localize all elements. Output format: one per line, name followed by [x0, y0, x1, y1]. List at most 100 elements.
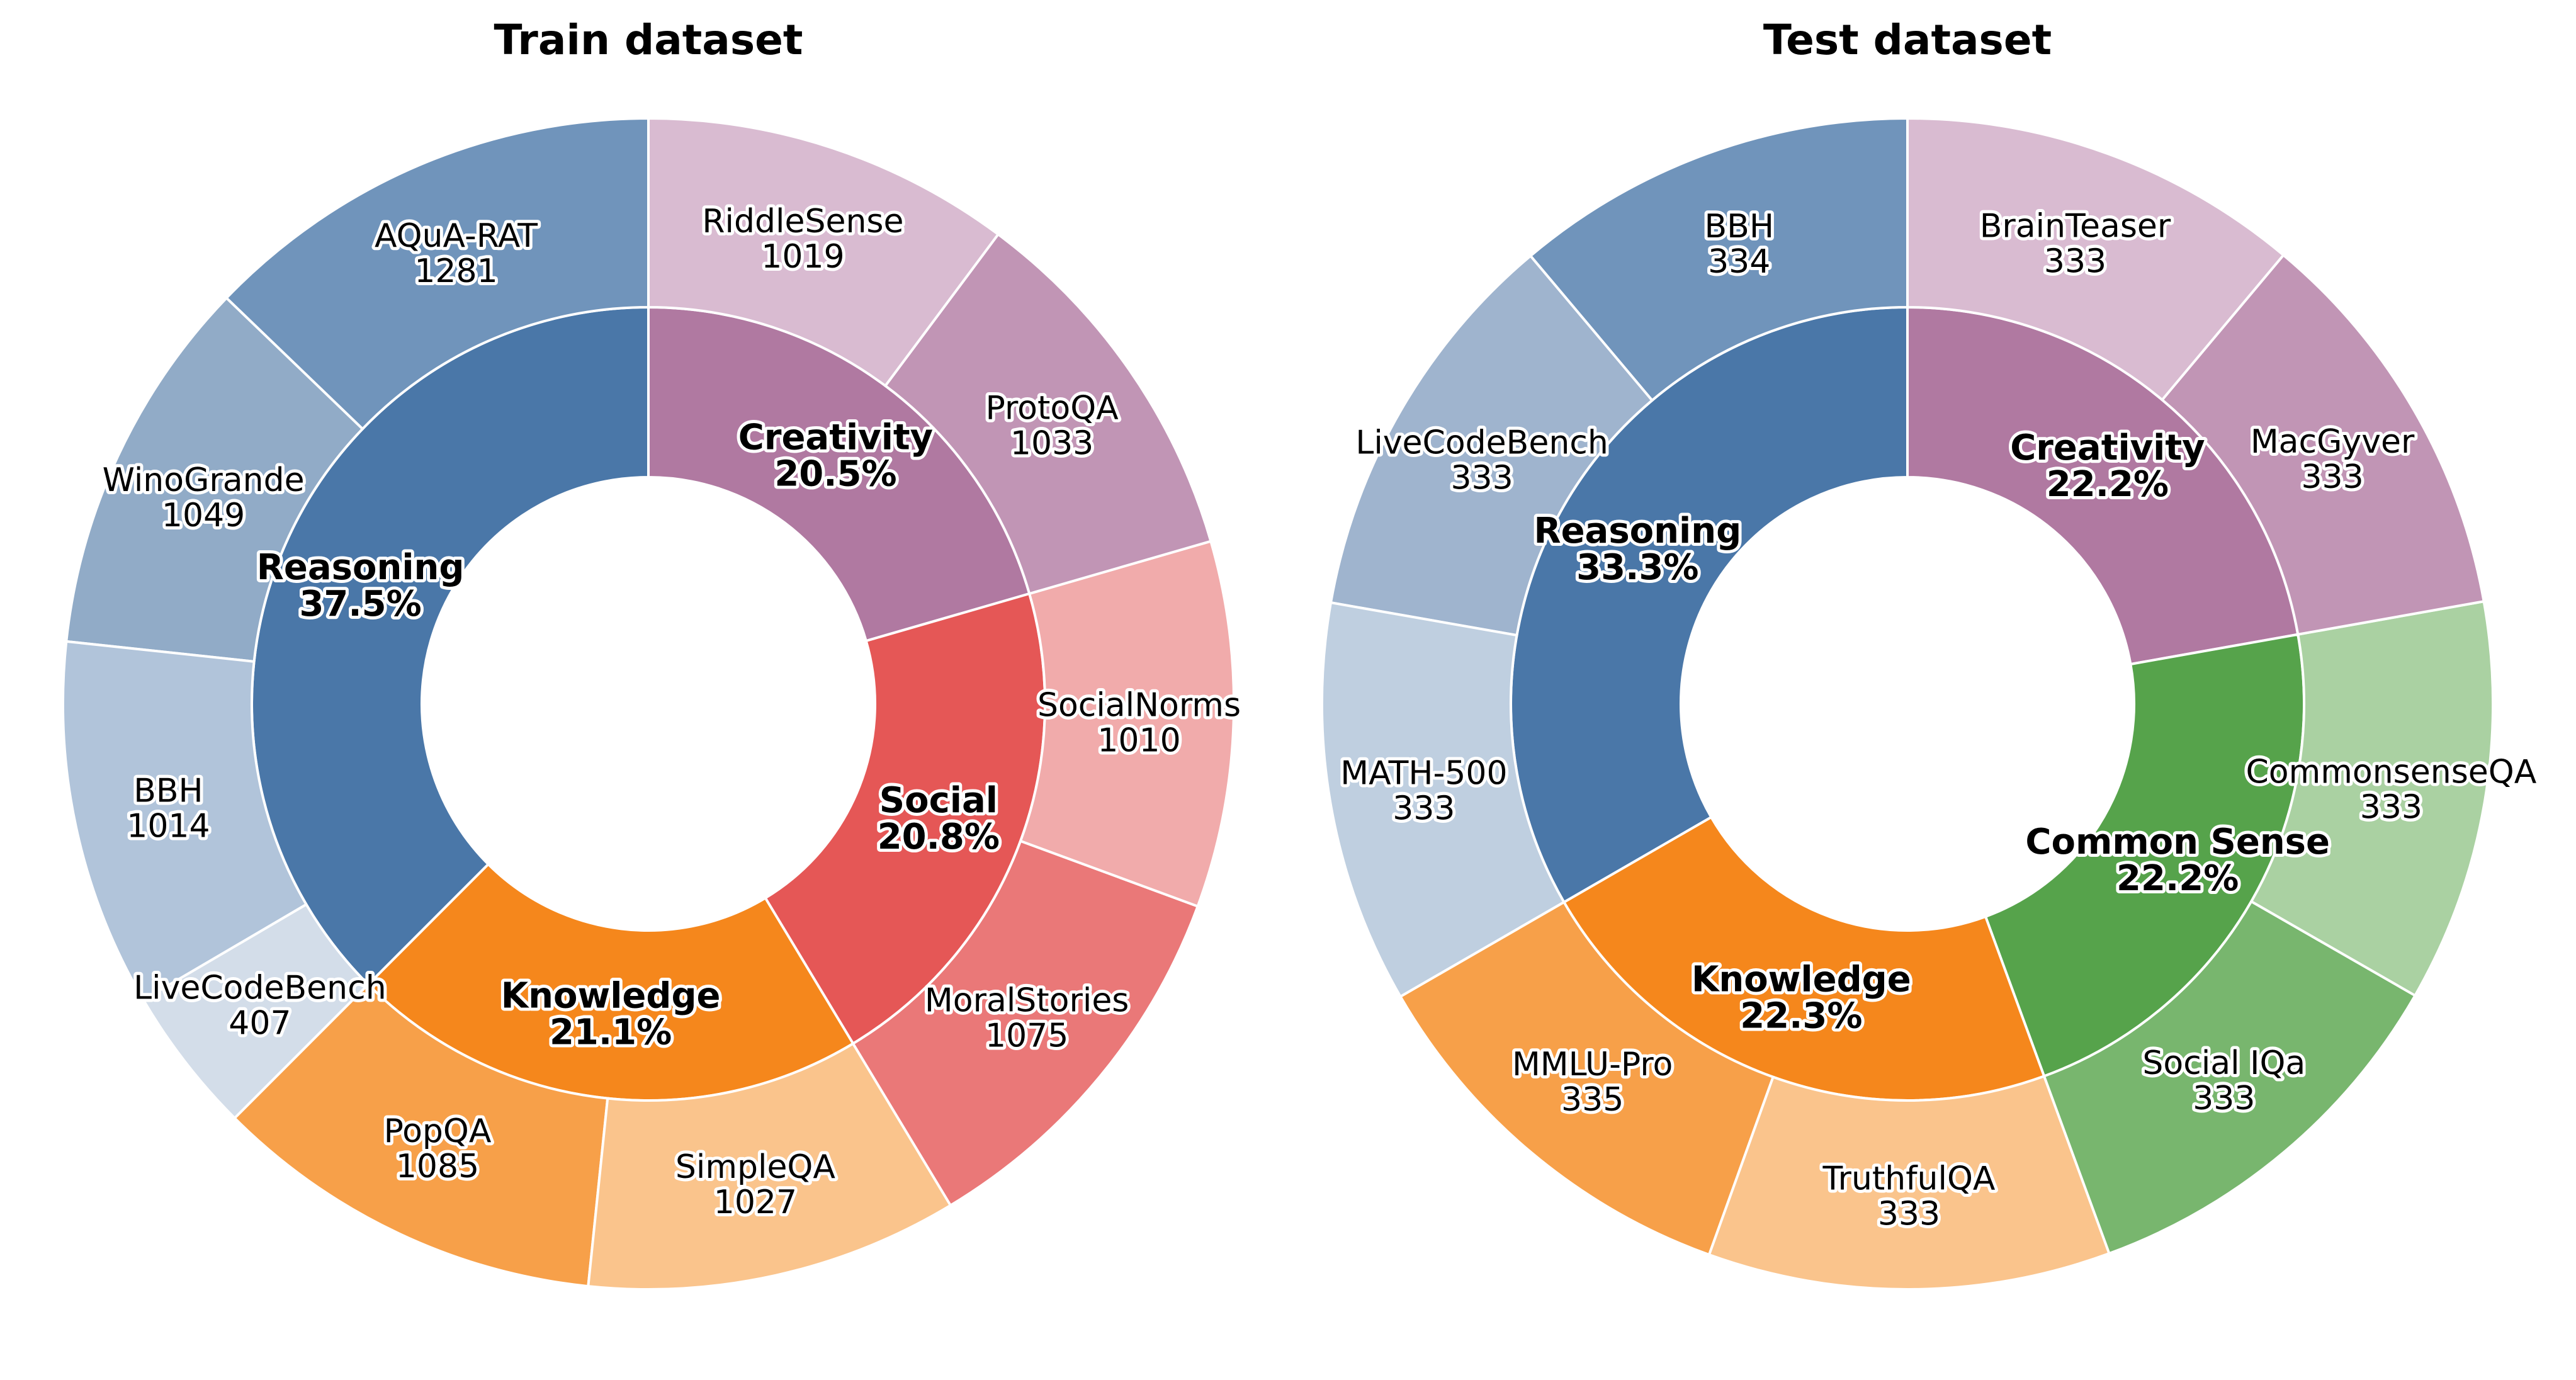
inner-label-reasoning: Reasoning 37.5% [257, 547, 465, 625]
outer-slice-mmlu-pro [1398, 900, 1775, 1257]
donut-rings [1321, 116, 2494, 1291]
outer-label-social-iqa: Social IQa 333 [2142, 1044, 2305, 1117]
outer-slice-popqa [232, 982, 609, 1288]
inner-label-knowledge-line-2: 21.1% [550, 1012, 672, 1053]
outer-slice-livecodebench [141, 902, 370, 1120]
outer-label-protoqa-line-2: 1033 [1010, 424, 1093, 462]
outer-label-socialnorms: SocialNorms 1010 [1037, 687, 1241, 760]
inner-label-creativity-line-2: 22.2% [2047, 464, 2169, 505]
outer-label-truthfulqa-line-2: 333 [1878, 1196, 1940, 1233]
outer-slice-macgyver [2160, 253, 2485, 636]
outer-label-macgyver: MacGyver 333 [2251, 423, 2415, 496]
outer-slice-bbh [61, 640, 308, 1002]
inner-label-social: Social 20.8% [878, 780, 1000, 857]
inner-label-creativity-line-1: Creativity [2010, 427, 2205, 468]
outer-label-moralstories-line-1: MoralStories [925, 982, 1129, 1020]
inner-label-knowledge: Knowledge 21.1% [501, 976, 721, 1053]
inner-label-reasoning-line-2: 33.3% [1576, 547, 1698, 588]
outer-label-mmlu-pro-line-1: MMLU-Pro [1512, 1046, 1673, 1083]
inner-label-social-line-2: 20.8% [878, 817, 1000, 857]
outer-label-livecodebench-line-2: 333 [1450, 459, 1513, 497]
outer-label-aqua-rat-line-1: AQuA-RAT [375, 217, 538, 255]
outer-label-truthfulqa: TruthfulQA 333 [1822, 1160, 1995, 1233]
outer-label-riddlesense-line-1: RiddleSense [702, 203, 903, 240]
outer-label-livecodebench: LiveCodeBench 333 [1355, 424, 1608, 497]
outer-label-protoqa-line-1: ProtoQA [986, 389, 1119, 427]
outer-label-commonsenseqa: CommonsenseQA 333 [2246, 754, 2536, 827]
outer-label-riddlesense-line-2: 1019 [761, 238, 844, 276]
outer-slice-truthfulqa [1707, 1074, 2111, 1291]
outer-label-macgyver-line-1: MacGyver [2251, 423, 2415, 461]
inner-label-reasoning-line-2: 37.5% [299, 584, 421, 625]
inner-label-reasoning-line-1: Reasoning [257, 547, 465, 588]
outer-slice-simpleqa [587, 1041, 952, 1291]
inner-label-common-sense-line-2: 22.2% [2116, 858, 2239, 899]
outer-label-winogrande-line-2: 1049 [162, 497, 245, 534]
outer-label-bbh-line-1: BBH [133, 772, 203, 810]
outer-label-bbh: BBH 1014 [127, 772, 210, 846]
outer-slice-social-iqa [2042, 900, 2417, 1255]
outer-slice-winogrande [65, 296, 364, 664]
outer-label-mmlu-pro-line-2: 335 [1561, 1081, 1624, 1119]
outer-label-social-iqa-line-2: 333 [2193, 1080, 2255, 1117]
outer-label-simpleqa: SimpleQA 1027 [675, 1148, 835, 1221]
outer-label-macgyver-line-2: 333 [2301, 458, 2363, 496]
outer-label-commonsenseqa-line-1: CommonsenseQA [2246, 754, 2536, 791]
inner-label-social-line-1: Social [879, 780, 998, 821]
outer-slice-aqua-rat [224, 116, 650, 431]
outer-label-popqa-line-1: PopQA [384, 1112, 492, 1150]
outer-label-brainteaser-line-2: 333 [2044, 243, 2106, 281]
outer-slice-socialnorms [1019, 540, 1235, 908]
inner-label-reasoning-line-1: Reasoning [1534, 511, 1741, 551]
outer-slice-riddlesense [647, 116, 1000, 388]
outer-label-math-500-line-2: 333 [1393, 789, 1455, 827]
inner-label-knowledge-line-2: 22.3% [1740, 996, 1862, 1037]
chart-title-train: Train dataset [494, 16, 803, 64]
outer-label-simpleqa-line-2: 1027 [714, 1184, 797, 1221]
outer-slice-protoqa [883, 232, 1212, 596]
donut-labels: AQuA-RAT 1281 WinoGrande 1049 BBH 1014 LiveCod… [99, 200, 1244, 1224]
inner-label-creativity: Creativity 22.2% [2010, 427, 2205, 505]
outer-label-winogrande-line-1: WinoGrande [103, 461, 305, 499]
outer-label-mmlu-pro: MMLU-Pro 335 [1512, 1046, 1673, 1119]
outer-slice-livecodebench [1329, 254, 1654, 637]
outer-label-social-iqa-line-1: Social IQa [2142, 1044, 2305, 1082]
outer-label-bbh: BBH 334 [1704, 208, 1773, 281]
outer-label-winogrande: WinoGrande 1049 [103, 461, 305, 534]
donut-rings [61, 116, 1235, 1291]
outer-label-commonsenseqa-line-2: 333 [2360, 789, 2422, 827]
outer-label-protoqa: ProtoQA 1033 [986, 389, 1119, 462]
inner-label-common-sense-line-1: Common Sense [2025, 822, 2330, 862]
outer-slice-brainteaser [1906, 116, 2286, 402]
outer-label-bbh-line-2: 334 [1708, 243, 1770, 281]
outer-label-truthfulqa-line-1: TruthfulQA [1822, 1160, 1995, 1198]
outer-slice-commonsenseqa [2249, 599, 2494, 998]
outer-label-bbh-line-2: 1014 [127, 808, 210, 846]
outer-label-aqua-rat: AQuA-RAT 1281 [375, 217, 538, 290]
train-donut-chart: Train dataset AQuA-RAT 1281 WinoGrande 1049… [61, 16, 1244, 1291]
inner-label-knowledge-line-1: Knowledge [501, 976, 721, 1017]
inner-label-reasoning: Reasoning 33.3% [1534, 511, 1741, 588]
outer-label-moralstories-line-2: 1075 [985, 1017, 1068, 1055]
inner-label-creativity-line-1: Creativity [738, 417, 933, 458]
outer-label-socialnorms-line-2: 1010 [1097, 722, 1180, 760]
outer-label-aqua-rat-line-2: 1281 [414, 252, 497, 290]
outer-label-livecodebench-line-2: 407 [229, 1005, 291, 1043]
outer-label-popqa: PopQA 1085 [384, 1112, 492, 1185]
outer-label-math-500: MATH-500 333 [1340, 754, 1507, 827]
inner-label-creativity-line-2: 20.5% [774, 454, 896, 495]
outer-label-livecodebench-line-1: LiveCodeBench [1355, 424, 1608, 461]
outer-slice-moralstories [851, 839, 1200, 1208]
inner-label-common-sense: Common Sense 22.2% [2025, 822, 2330, 899]
outer-slice-math-500 [1321, 601, 1566, 998]
outer-label-simpleqa-line-1: SimpleQA [675, 1148, 835, 1186]
outer-label-math-500-line-1: MATH-500 [1340, 754, 1507, 792]
outer-label-livecodebench-line-1: LiveCodeBench [133, 970, 386, 1007]
outer-label-brainteaser-line-1: BrainTeaser [1980, 208, 2171, 246]
inner-label-knowledge: Knowledge 22.3% [1692, 959, 1911, 1037]
outer-label-bbh-line-1: BBH [1704, 208, 1773, 246]
inner-label-creativity: Creativity 20.5% [738, 417, 933, 495]
outer-label-moralstories: MoralStories 1075 [925, 982, 1129, 1055]
